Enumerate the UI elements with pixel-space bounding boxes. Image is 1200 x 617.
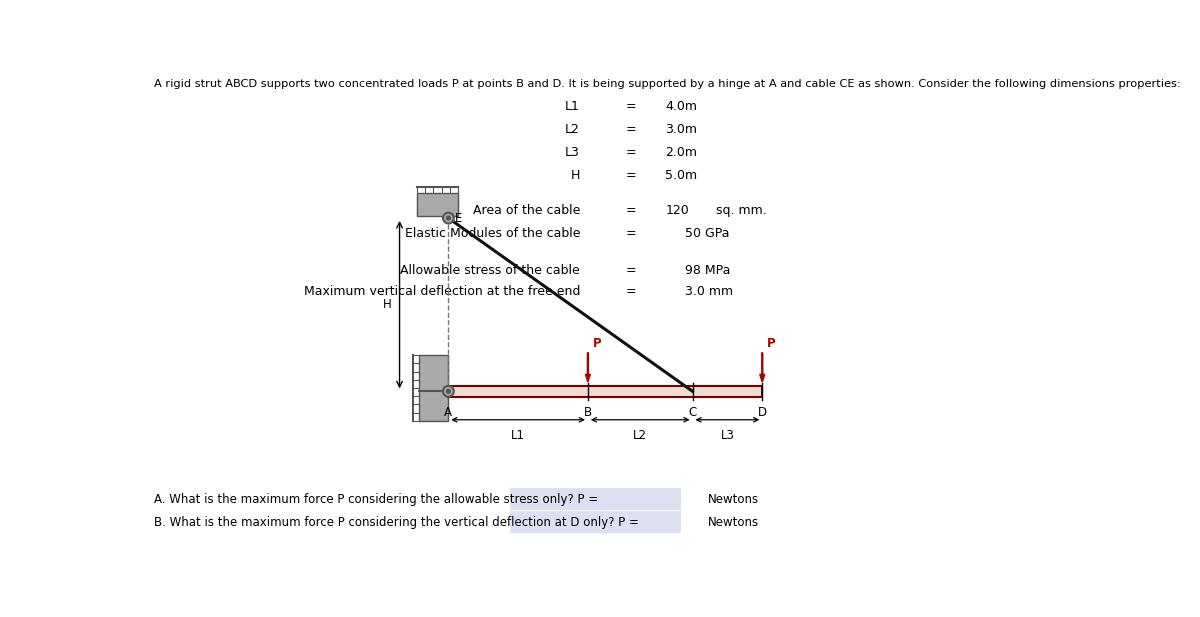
Circle shape (443, 213, 454, 223)
Text: L1: L1 (565, 100, 580, 113)
Text: =: = (625, 204, 636, 217)
Text: 4.0m: 4.0m (665, 100, 697, 113)
Text: Maximum vertical deflection at the free end: Maximum vertical deflection at the free … (304, 286, 580, 299)
Text: sq. mm.: sq. mm. (715, 204, 767, 217)
Text: B. What is the maximum force P considering the vertical deflection at D only? P : B. What is the maximum force P consideri… (154, 516, 638, 529)
Text: =: = (625, 227, 636, 240)
Circle shape (443, 386, 454, 397)
Bar (418, 193, 457, 217)
Bar (449, 386, 762, 397)
Text: E: E (455, 212, 463, 225)
Text: =: = (625, 123, 636, 136)
Text: A. What is the maximum force P considering the allowable stress only? P =: A. What is the maximum force P consideri… (154, 492, 598, 505)
Text: =: = (625, 286, 636, 299)
Bar (419, 355, 449, 421)
Text: Elastic Modules of the cable: Elastic Modules of the cable (404, 227, 580, 240)
Text: H: H (571, 169, 580, 182)
Circle shape (446, 216, 450, 220)
Text: =: = (625, 169, 636, 182)
Text: Newtons: Newtons (708, 492, 760, 505)
Text: =: = (625, 146, 636, 159)
FancyArrow shape (760, 353, 764, 382)
Text: Area of the cable: Area of the cable (473, 204, 580, 217)
Text: 98 MPa: 98 MPa (685, 264, 730, 277)
Text: D: D (757, 406, 767, 419)
Circle shape (446, 389, 450, 393)
Text: Newtons: Newtons (708, 516, 760, 529)
Text: Allowable stress of the cable: Allowable stress of the cable (401, 264, 580, 277)
Text: 50 GPa: 50 GPa (685, 227, 730, 240)
Text: L2: L2 (565, 123, 580, 136)
Text: L3: L3 (720, 429, 734, 442)
Text: L2: L2 (634, 429, 647, 442)
Text: =: = (625, 100, 636, 113)
Text: C: C (689, 406, 697, 419)
Text: L1: L1 (511, 429, 526, 442)
Text: P: P (767, 337, 775, 350)
Text: P: P (593, 337, 601, 350)
Text: H: H (383, 298, 391, 311)
Text: 120: 120 (665, 204, 689, 217)
Text: A: A (444, 406, 452, 419)
Text: =: = (625, 264, 636, 277)
Text: 3.0m: 3.0m (665, 123, 697, 136)
Text: L3: L3 (565, 146, 580, 159)
FancyArrow shape (586, 353, 590, 382)
Bar (510, 488, 680, 510)
Text: 5.0m: 5.0m (665, 169, 697, 182)
Text: A rigid strut ABCD supports two concentrated loads P at points B and D. It is be: A rigid strut ABCD supports two concentr… (154, 80, 1181, 89)
Text: 2.0m: 2.0m (665, 146, 697, 159)
Bar (510, 511, 680, 533)
Text: B: B (584, 406, 592, 419)
Text: 3.0 mm: 3.0 mm (685, 286, 733, 299)
